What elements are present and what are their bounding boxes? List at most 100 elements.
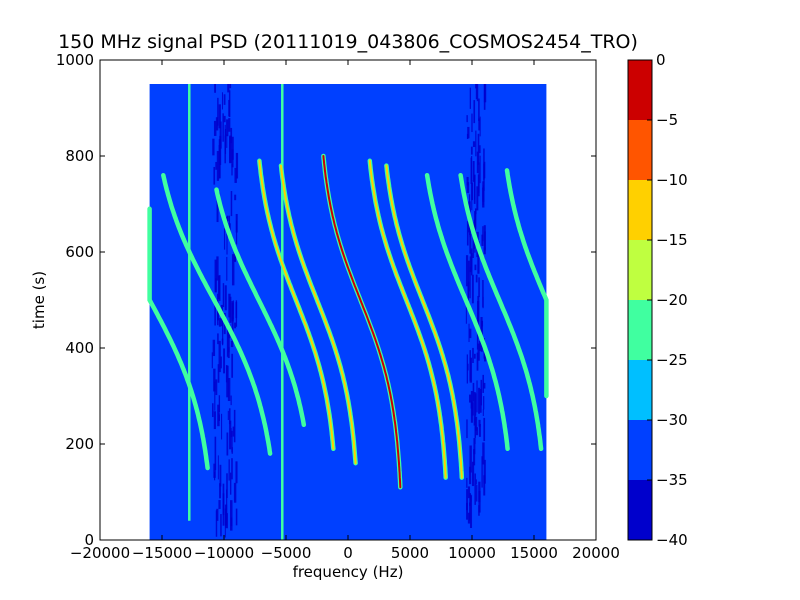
noise-streak [231, 353, 234, 378]
noise-streak [474, 473, 476, 505]
noise-streak [471, 156, 473, 181]
noise-band [211, 84, 239, 538]
noise-streak [226, 432, 229, 456]
noise-streak [467, 363, 469, 371]
track-core [280, 164, 357, 465]
noise-streak [469, 445, 472, 473]
colorbar-tick-label: −25 [656, 351, 688, 369]
noise-streak [470, 146, 473, 155]
noise-streak [475, 84, 478, 100]
noise-streak [476, 352, 479, 371]
colorbar-segment [628, 420, 652, 480]
noise-streak [223, 348, 226, 374]
noise-streak [227, 377, 231, 402]
noise-streak [482, 226, 484, 242]
noise-streak [226, 473, 228, 498]
noise-streak [230, 127, 233, 144]
noise-streak [233, 409, 236, 443]
noise-streak [219, 464, 222, 487]
noise-streak [224, 135, 226, 164]
noise-streak [476, 186, 479, 211]
noise-streak [482, 442, 485, 465]
noise-streak [483, 161, 486, 179]
doppler-track [384, 163, 465, 480]
track-core [148, 207, 209, 469]
noise-streak [230, 500, 233, 531]
noise-streak [469, 495, 473, 528]
noise-streak [466, 477, 468, 488]
noise-streak [481, 456, 483, 488]
noise-streak [222, 283, 225, 308]
colorbar-tick-label: 0 [656, 51, 666, 69]
noise-streak [227, 84, 230, 93]
noise-streak [229, 84, 232, 89]
noise-streak [483, 396, 485, 410]
noise-streak [219, 147, 221, 179]
x-axis-label: frequency (Hz) [293, 563, 404, 581]
noise-streak [476, 332, 479, 350]
noise-streak [475, 130, 477, 157]
noise-streak [475, 427, 479, 436]
noise-streak [226, 134, 228, 148]
noise-streak [212, 339, 216, 357]
noise-streak [222, 113, 224, 142]
noise-streak [478, 98, 480, 121]
noise-streak [218, 104, 221, 129]
noise-streak [224, 285, 227, 311]
noise-streak [230, 395, 232, 406]
noise-streak [213, 411, 216, 430]
noise-streak [225, 514, 227, 529]
noise-streak [466, 115, 468, 123]
noise-streak [221, 413, 223, 440]
noise-streak [216, 256, 219, 281]
noise-streak [483, 348, 487, 362]
noise-streak [478, 277, 480, 298]
noise-streak [226, 256, 228, 281]
noise-streak [469, 328, 472, 339]
noise-streak [471, 274, 474, 304]
x-tick-label: 15000 [510, 544, 558, 562]
colorbar-segment [628, 360, 652, 420]
noise-streak [231, 317, 234, 341]
noise-streak [229, 420, 232, 450]
noise-streak [218, 318, 222, 327]
x-tick-label: −15000 [132, 544, 192, 562]
noise-streak [479, 116, 481, 137]
noise-streak [478, 387, 480, 414]
noise-streak [478, 505, 480, 516]
noise-streak [216, 150, 220, 181]
noise-streak [234, 194, 237, 201]
noise-streak [215, 379, 218, 396]
y-tick-label: 1000 [56, 51, 94, 69]
colorbar [627, 59, 653, 541]
y-axis-label: time (s) [30, 271, 48, 329]
noise-streak [480, 316, 483, 339]
noise-streak [476, 151, 479, 174]
noise-streak [471, 402, 474, 416]
noise-streak [231, 458, 233, 480]
noise-streak [231, 254, 235, 286]
x-tick-label: 10000 [448, 544, 496, 562]
noise-streak [228, 408, 231, 425]
doppler-track [321, 153, 403, 490]
noise-streak [483, 84, 486, 110]
noise-streak [469, 466, 472, 485]
noise-streak [235, 220, 238, 245]
noise-streak [477, 133, 480, 165]
noise-streak [214, 381, 216, 411]
noise-streak [235, 152, 239, 179]
noise-streak [476, 380, 478, 413]
noise-streak [472, 347, 474, 364]
noise-streak [473, 353, 476, 359]
noise-streak [473, 100, 476, 124]
noise-streak [483, 475, 486, 496]
noise-streak [469, 87, 471, 109]
noise-streak [230, 341, 234, 348]
noise-streak [482, 280, 484, 308]
noise-streak [466, 221, 469, 246]
noise-streak [231, 163, 233, 176]
colorbar-tick-label: −20 [656, 291, 688, 309]
noise-streak [232, 426, 235, 437]
noise-streak [213, 463, 216, 478]
noise-streak [215, 278, 217, 293]
